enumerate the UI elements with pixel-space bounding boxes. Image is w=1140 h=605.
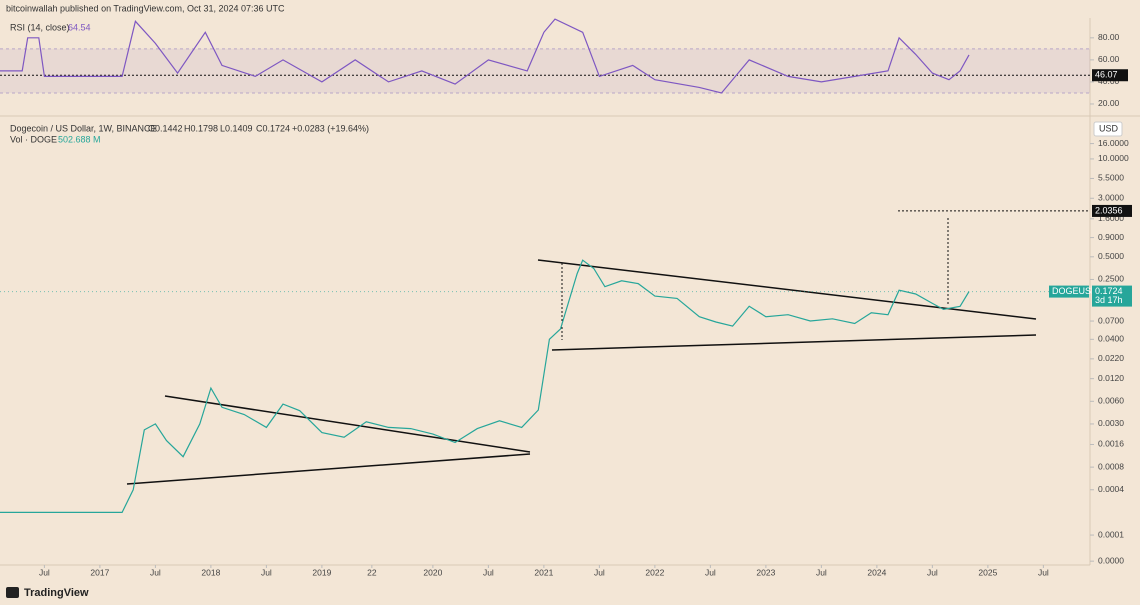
- x-tick-label: Jul: [261, 567, 272, 577]
- y-tick-label: 0.0008: [1098, 461, 1124, 471]
- y-tick-label: 10.0000: [1098, 153, 1129, 163]
- series-line: [0, 259, 970, 513]
- y-tick-label: 1.6000: [1098, 213, 1124, 223]
- symbol-tag: [1049, 285, 1089, 298]
- x-tick-label: Jul: [150, 567, 161, 577]
- y-tick-label: 0.0220: [1098, 353, 1124, 363]
- ohlc-value: O0.1442: [148, 123, 183, 133]
- y-tick-label: 0.5000: [1098, 251, 1124, 261]
- x-tick-label: 2020: [423, 567, 442, 577]
- y-tick-label: 0.0001: [1098, 529, 1124, 539]
- x-tick-label: 2021: [534, 567, 553, 577]
- ohlc-value: C0.1724: [256, 123, 290, 133]
- x-tick-label: 22: [367, 567, 377, 577]
- target-label: 2.0356: [1095, 205, 1123, 215]
- target-tag: [1092, 204, 1132, 217]
- trendline: [164, 395, 531, 453]
- volume-value: 502.688 M: [58, 134, 101, 144]
- x-tick-label: Jul: [39, 567, 50, 577]
- x-tick-label: 2024: [867, 567, 886, 577]
- x-tick-label: 2017: [90, 567, 109, 577]
- y-tick-label: 0.0030: [1098, 418, 1124, 428]
- y-tick-label: 0.0004: [1098, 484, 1124, 494]
- brand-logo: [6, 587, 19, 598]
- last-price-tag: [1092, 285, 1132, 307]
- x-tick-label: 2022: [645, 567, 664, 577]
- ohlc-value: L0.1409: [220, 123, 253, 133]
- y-tick-label: 0.0700: [1098, 315, 1124, 325]
- symbol-label: DOGEUSD: [1052, 286, 1098, 296]
- y-tick-label: 0.0060: [1098, 396, 1124, 406]
- x-tick-label: 2025: [978, 567, 997, 577]
- unit-box: [1093, 121, 1123, 137]
- price-title: Dogecoin / US Dollar, 1W, BINANCE: [10, 123, 157, 133]
- y-tick-label: 0.0120: [1098, 373, 1124, 383]
- reference-label: 46.07: [1095, 70, 1118, 80]
- x-tick-label: Jul: [594, 567, 605, 577]
- y-tick-label: 5.5000: [1098, 173, 1124, 183]
- trendlines: [126, 259, 1037, 485]
- y-tick-label: 0.0400: [1098, 334, 1124, 344]
- x-tick-label: 2018: [201, 567, 220, 577]
- series-line: [0, 18, 970, 94]
- ohlc-value: +0.0283 (+19.64%): [292, 123, 369, 133]
- y-tick-label: 0.0000: [1098, 555, 1124, 565]
- y-tick-label: 0.9000: [1098, 232, 1124, 242]
- x-tick-label: 2019: [312, 567, 331, 577]
- legend-name: RSI (14, close): [10, 22, 70, 32]
- x-tick-label: 2023: [756, 567, 775, 577]
- x-tick-label: Jul: [816, 567, 827, 577]
- x-tick-label: Jul: [483, 567, 494, 577]
- legend-value: 64.54: [68, 22, 91, 32]
- y-tick-label: 60.00: [1098, 54, 1120, 64]
- y-tick-label: 0.0016: [1098, 439, 1124, 449]
- last-price-label: 0.1724: [1095, 286, 1123, 296]
- y-tick-label: 16.0000: [1098, 138, 1129, 148]
- rsi-band: [0, 48, 1090, 93]
- y-tick-label: 0.2500: [1098, 274, 1124, 284]
- publisher: bitcoinwallah published on TradingView.c…: [6, 3, 285, 13]
- reference-label-bg: [1092, 69, 1128, 82]
- brand: TradingView: [24, 587, 89, 599]
- x-tick-label: Jul: [705, 567, 716, 577]
- x-tick-label: Jul: [1038, 567, 1049, 577]
- trendline: [126, 453, 531, 485]
- countdown: 3d 17h: [1095, 295, 1123, 305]
- y-tick-label: 20.00: [1098, 98, 1120, 108]
- y-tick-label: 3.0000: [1098, 193, 1124, 203]
- x-tick-label: Jul: [927, 567, 938, 577]
- ohlc-value: H0.1798: [184, 123, 218, 133]
- trendline: [551, 334, 1037, 351]
- trendline: [537, 259, 1037, 320]
- y-tick-label: 80.00: [1098, 32, 1120, 42]
- unit-label: USD: [1099, 123, 1119, 133]
- volume-label: Vol · DOGE: [10, 134, 57, 144]
